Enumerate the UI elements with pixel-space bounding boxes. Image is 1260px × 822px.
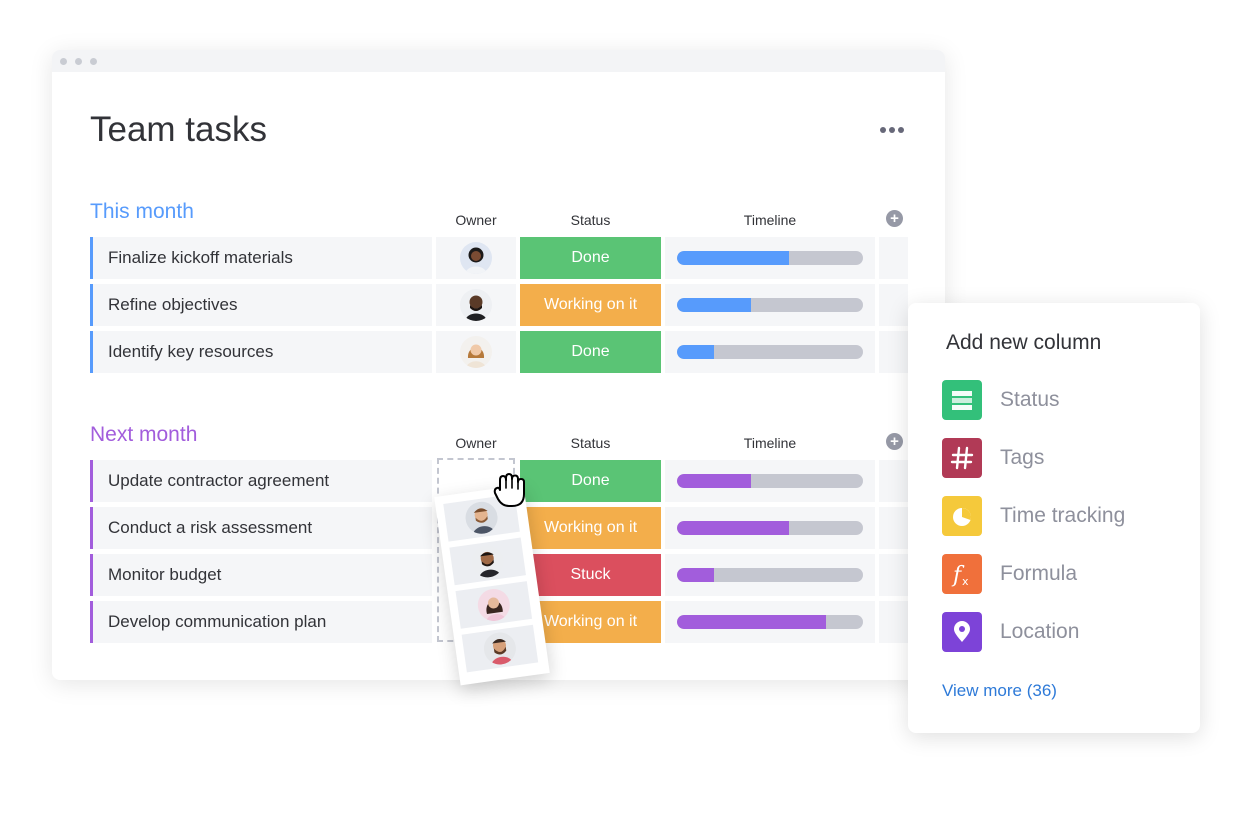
board-title: Team tasks bbox=[90, 110, 267, 149]
owner-picker-drag[interactable] bbox=[434, 484, 550, 686]
timeline-progress-fill bbox=[677, 474, 752, 488]
board-window: Team tasks This month Owner Status Timel… bbox=[52, 50, 945, 680]
window-titlebar bbox=[52, 50, 945, 72]
clock-icon bbox=[942, 496, 982, 536]
add-column-plus-icon[interactable]: + bbox=[886, 210, 903, 227]
owner-cell[interactable] bbox=[436, 237, 516, 279]
view-more-link[interactable]: View more (36) bbox=[942, 681, 1057, 700]
task-name[interactable]: Conduct a risk assessment bbox=[108, 518, 313, 537]
status-cell[interactable]: Done bbox=[520, 331, 661, 373]
timeline-cell[interactable] bbox=[665, 237, 875, 279]
option-label: Status bbox=[1000, 388, 1060, 411]
timeline-progress-fill bbox=[677, 251, 789, 265]
avatar bbox=[469, 543, 506, 580]
avatar bbox=[460, 242, 492, 274]
location-pin-icon bbox=[942, 612, 982, 652]
timeline-progress-fill bbox=[677, 521, 789, 535]
table-row[interactable]: Finalize kickoff materials Done bbox=[90, 237, 908, 279]
list-item[interactable] bbox=[443, 493, 520, 542]
timeline-progress-fill bbox=[677, 568, 715, 582]
avatar bbox=[463, 499, 500, 536]
column-option-status[interactable]: Status bbox=[942, 380, 1182, 422]
add-column-plus-icon[interactable]: + bbox=[886, 433, 903, 450]
task-name[interactable]: Update contractor agreement bbox=[108, 471, 330, 490]
column-header-timeline: Timeline bbox=[743, 435, 797, 451]
group-title-next-month[interactable]: Next month bbox=[90, 423, 198, 446]
task-name[interactable]: Finalize kickoff materials bbox=[108, 248, 293, 267]
window-dot-icon bbox=[75, 58, 82, 65]
task-name[interactable]: Refine objectives bbox=[108, 295, 238, 314]
avatar bbox=[475, 586, 512, 624]
list-item[interactable] bbox=[455, 581, 533, 629]
list-item[interactable] bbox=[449, 537, 526, 586]
column-header-status: Status bbox=[570, 435, 611, 451]
timeline-cell[interactable] bbox=[665, 284, 875, 326]
task-name[interactable]: Monitor budget bbox=[108, 565, 222, 584]
timeline-cell[interactable] bbox=[665, 601, 875, 643]
timeline-progress-fill bbox=[677, 298, 752, 312]
task-name[interactable]: Identify key resources bbox=[108, 342, 274, 361]
table-row[interactable]: Monitor budget Stuck bbox=[90, 554, 908, 596]
column-option-time-tracking[interactable]: Time tracking bbox=[942, 496, 1182, 538]
table-row[interactable]: Identify key resources Done bbox=[90, 331, 908, 373]
task-name[interactable]: Develop communication plan bbox=[108, 612, 327, 631]
timeline-cell[interactable] bbox=[665, 331, 875, 373]
column-header-timeline: Timeline bbox=[743, 212, 797, 228]
option-label: Time tracking bbox=[1000, 504, 1126, 527]
column-option-location[interactable]: Location bbox=[942, 612, 1182, 654]
timeline-progress-fill bbox=[677, 345, 715, 359]
status-icon bbox=[942, 380, 982, 420]
owner-cell[interactable] bbox=[436, 331, 516, 373]
timeline-progress-fill bbox=[677, 615, 826, 629]
option-label: Formula bbox=[1000, 562, 1078, 585]
panel-title: Add new column bbox=[946, 331, 1102, 354]
option-label: Tags bbox=[1000, 446, 1045, 469]
avatar bbox=[460, 336, 492, 368]
timeline-cell[interactable] bbox=[665, 554, 875, 596]
column-header-owner: Owner bbox=[455, 435, 497, 451]
column-header-status: Status bbox=[570, 212, 611, 228]
status-cell[interactable]: Working on it bbox=[520, 507, 661, 549]
window-dot-icon bbox=[60, 58, 67, 65]
hashtag-icon bbox=[942, 438, 982, 478]
list-item[interactable] bbox=[461, 624, 539, 673]
window-dot-icon bbox=[90, 58, 97, 65]
grab-hand-cursor-icon bbox=[493, 473, 525, 507]
status-cell[interactable]: Working on it bbox=[520, 284, 661, 326]
column-option-tags[interactable]: Tags bbox=[942, 438, 1182, 480]
column-header-owner: Owner bbox=[455, 212, 497, 228]
option-label: Location bbox=[1000, 620, 1080, 643]
group-title-this-month[interactable]: This month bbox=[90, 200, 194, 223]
more-options-icon[interactable] bbox=[880, 120, 910, 136]
avatar bbox=[460, 289, 492, 321]
add-column-panel: Add new column Status Tags Time tracking… bbox=[908, 303, 1200, 733]
timeline-cell[interactable] bbox=[665, 460, 875, 502]
owner-cell[interactable] bbox=[436, 284, 516, 326]
table-row[interactable]: Refine objectives Working on it bbox=[90, 284, 908, 326]
table-row[interactable]: Develop communication plan Working on it bbox=[90, 601, 908, 643]
svg-text:x: x bbox=[962, 575, 969, 588]
avatar bbox=[481, 630, 518, 667]
status-cell[interactable]: Done bbox=[520, 460, 661, 502]
status-cell[interactable]: Stuck bbox=[520, 554, 661, 596]
status-cell[interactable]: Done bbox=[520, 237, 661, 279]
timeline-cell[interactable] bbox=[665, 507, 875, 549]
